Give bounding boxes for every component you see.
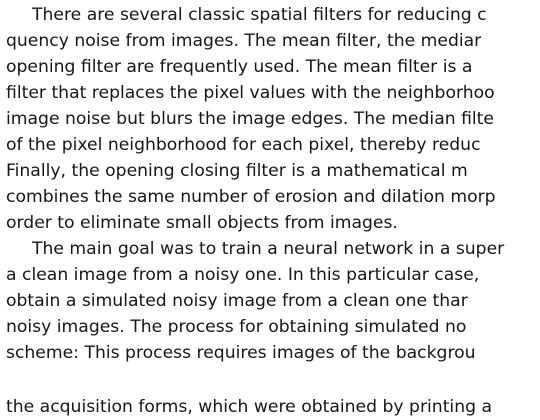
text-line: scheme: This process requires images of …: [6, 343, 476, 363]
text-line: image noise but blurs the image edges. T…: [6, 109, 494, 129]
text-line: opening filter are frequently used. The …: [6, 57, 473, 77]
text-line: of the pixel neighborhood for each pixel…: [6, 135, 481, 155]
text-line: noisy images. The process for obtaining …: [6, 317, 467, 337]
text-line: order to eliminate small objects from im…: [6, 213, 398, 233]
text-line: The main goal was to train a neural netw…: [32, 239, 505, 259]
text-line: quency noise from images. The mean filte…: [6, 31, 482, 51]
text-line: combines the same number of erosion and …: [6, 187, 496, 207]
text-line: the acquisition forms, which were obtain…: [6, 397, 493, 417]
text-line: Finally, the opening closing filter is a…: [6, 161, 468, 181]
text-line: There are several classic spatial filter…: [32, 5, 487, 25]
text-line: obtain a simulated noisy image from a cl…: [6, 291, 468, 311]
text-line: a clean image from a noisy one. In this …: [6, 265, 480, 285]
text-line: filter that replaces the pixel values wi…: [6, 83, 495, 103]
